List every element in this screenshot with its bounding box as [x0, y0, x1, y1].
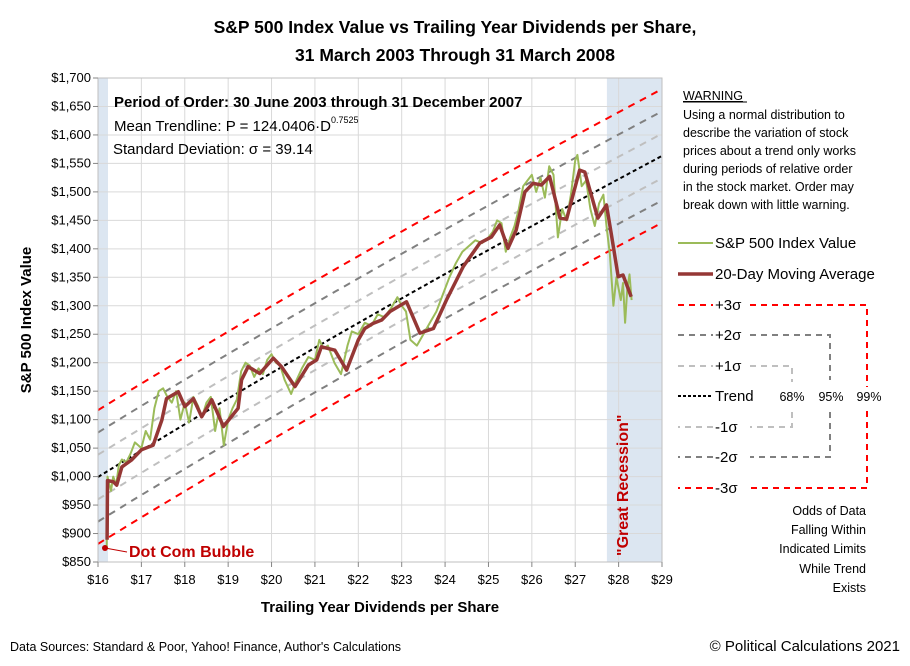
- legend-label-trend: Trend: [715, 388, 754, 405]
- y-tick-label: $1,150: [51, 383, 91, 398]
- standard-deviation: Standard Deviation: σ = 39.14: [113, 141, 313, 158]
- band-minus-3sigma: [98, 221, 662, 545]
- shaded-regions: [98, 78, 662, 562]
- band-minus-2sigma: [98, 199, 662, 523]
- warning-line: in the stock market. Order may: [683, 180, 855, 194]
- shaded-region: [98, 78, 108, 562]
- x-tick-label: $27: [564, 572, 586, 587]
- data-lines: [105, 153, 633, 548]
- band-plus-2sigma: [98, 110, 662, 434]
- y-tick-label: $1,050: [51, 440, 91, 455]
- copyright: © Political Calculations 2021: [710, 638, 900, 655]
- band-minus-1sigma: [98, 177, 662, 501]
- x-tick-label: $26: [521, 572, 543, 587]
- warning-line: prices about a trend only works: [683, 144, 856, 158]
- y-tick-label: $1,250: [51, 326, 91, 341]
- dot-com-annotation: Dot Com Bubble: [102, 544, 254, 561]
- y-tick-label: $1,600: [51, 127, 91, 142]
- y-tick-label: $1,500: [51, 184, 91, 199]
- chart-title-line2: 31 March 2003 Through 31 March 2008: [295, 45, 615, 65]
- series-moving-average-line: [105, 168, 633, 540]
- x-tick-label: $25: [478, 572, 500, 587]
- warning-line: describe the variation of stock: [683, 126, 849, 140]
- legend-label-index: S&P 500 Index Value: [715, 235, 856, 252]
- y-tick-label: $1,650: [51, 98, 91, 113]
- odds-line: Odds of Data: [792, 504, 866, 518]
- x-tick-label: $19: [217, 572, 239, 587]
- legend-label-p3: +3σ: [715, 297, 742, 314]
- legend-label-m1: -1σ: [715, 419, 738, 436]
- x-tick-label: $28: [608, 572, 630, 587]
- y-axis-label: S&P 500 Index Value: [18, 247, 35, 393]
- trendline-equation: Mean Trendline: P = 124.0406·D0.7525: [114, 115, 358, 135]
- great-recession-label: "Great Recession": [615, 415, 632, 556]
- trendline-equation-base: Mean Trendline: P = 124.0406·D: [114, 118, 331, 135]
- x-tick-label: $18: [174, 572, 196, 587]
- x-tick-label: $20: [261, 572, 283, 587]
- dot-com-leader: [104, 547, 128, 553]
- y-tick-label: $950: [62, 497, 91, 512]
- warning-line: break down with little warning.: [683, 198, 850, 212]
- shaded-region: [606, 78, 662, 562]
- legend-label-p1: +1σ: [715, 358, 742, 375]
- legend-pct-68: 68%: [779, 390, 804, 404]
- chart-title-line1: S&P 500 Index Value vs Trailing Year Div…: [214, 17, 697, 37]
- legend-pct-95: 95%: [818, 390, 843, 404]
- x-tick-label: $21: [304, 572, 326, 587]
- trend-line: [98, 155, 662, 478]
- legend-pct-99: 99%: [856, 390, 881, 404]
- legend-label-ma: 20-Day Moving Average: [715, 266, 875, 283]
- legend: S&P 500 Index Value 20-Day Moving Averag…: [678, 235, 882, 595]
- y-tick-label: $900: [62, 526, 91, 541]
- dot-com-label: Dot Com Bubble: [129, 544, 254, 561]
- x-axis-ticks: $16 $17 $18 $19 $20 $21 $22 $23 $24 $25 $26 $27 $28 $…: [87, 562, 673, 587]
- x-tick-label: $29: [651, 572, 673, 587]
- odds-line: Falling Within: [791, 523, 866, 537]
- y-tick-label: $1,000: [51, 469, 91, 484]
- legend-label-m2: -2σ: [715, 449, 738, 466]
- x-tick-label: $22: [347, 572, 369, 587]
- odds-line: Exists: [833, 581, 866, 595]
- y-axis-ticks: $850 $900 $950 $1,000 $1,050 $1,100 $1,150 $1,2…: [51, 70, 98, 569]
- x-tick-label: $23: [391, 572, 413, 587]
- period-of-order: Period of Order: 30 June 2003 through 31…: [114, 94, 523, 111]
- y-tick-label: $1,350: [51, 269, 91, 284]
- y-tick-label: $850: [62, 554, 91, 569]
- warning-line: Using a normal distribution to: [683, 108, 845, 122]
- y-tick-label: $1,400: [51, 241, 91, 256]
- x-tick-label: $16: [87, 572, 109, 587]
- warning-heading: WARNING: [683, 89, 743, 103]
- warning-box: WARNING Using a normal distribution to d…: [683, 89, 856, 212]
- odds-line: While Trend: [799, 562, 866, 576]
- y-tick-label: $1,450: [51, 212, 91, 227]
- legend-label-p2: +2σ: [715, 327, 742, 344]
- y-tick-label: $1,300: [51, 298, 91, 313]
- y-tick-label: $1,550: [51, 155, 91, 170]
- odds-line: Indicated Limits: [779, 542, 866, 556]
- legend-bracket-2sigma: [678, 334, 831, 458]
- plot-border: [97, 77, 663, 563]
- x-tick-label: $24: [434, 572, 456, 587]
- y-tick-label: $1,100: [51, 412, 91, 427]
- data-sources: Data Sources: Standard & Poor, Yahoo! Fi…: [10, 640, 401, 654]
- legend-label-m3: -3σ: [715, 480, 738, 497]
- warning-line: during periods of relative order: [683, 162, 853, 176]
- y-tick-label: $1,200: [51, 355, 91, 370]
- x-tick-label: $17: [131, 572, 153, 587]
- band-plus-3sigma: [98, 88, 662, 412]
- y-tick-label: $1,700: [51, 70, 91, 85]
- trendline-exponent: 0.7525: [331, 115, 359, 125]
- x-axis-label: Trailing Year Dividends per Share: [261, 599, 499, 616]
